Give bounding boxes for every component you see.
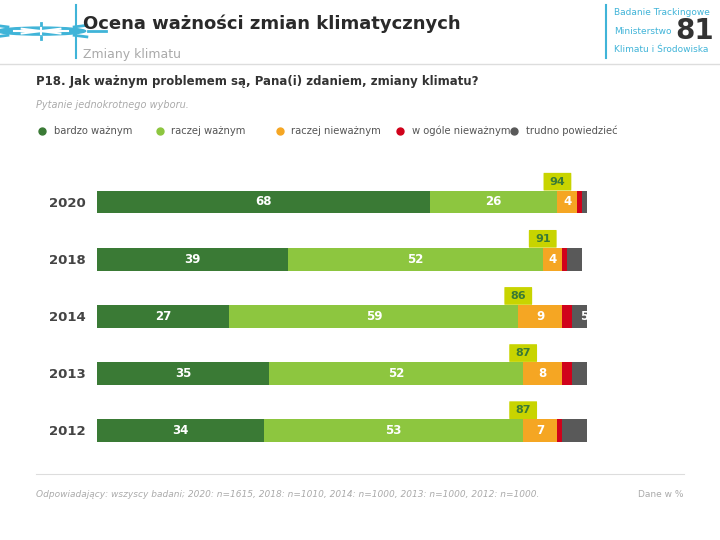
Bar bbox=[557, 419, 562, 442]
Text: 81: 81 bbox=[675, 17, 714, 45]
Bar bbox=[97, 248, 288, 271]
Text: Klimatu i Środowiska: Klimatu i Środowiska bbox=[614, 45, 708, 55]
Bar bbox=[430, 191, 557, 213]
Text: Ocena ważności zmian klimatycznych: Ocena ważności zmian klimatycznych bbox=[83, 14, 460, 33]
Circle shape bbox=[0, 27, 86, 35]
Text: 34: 34 bbox=[172, 424, 189, 437]
Bar bbox=[562, 248, 567, 271]
Text: P18. Jak ważnym problemem są, Pana(i) zdaniem, zmiany klimatu?: P18. Jak ważnym problemem są, Pana(i) zd… bbox=[36, 75, 479, 87]
Text: 26: 26 bbox=[485, 195, 502, 208]
Bar bbox=[97, 419, 264, 442]
Text: 7: 7 bbox=[536, 424, 544, 437]
FancyBboxPatch shape bbox=[544, 173, 572, 191]
Text: 94: 94 bbox=[549, 177, 565, 187]
Text: 68: 68 bbox=[256, 195, 272, 208]
Text: raczej nieważnym: raczej nieważnym bbox=[292, 126, 381, 136]
Text: Badanie Trackingowe: Badanie Trackingowe bbox=[614, 8, 710, 17]
Bar bbox=[577, 191, 582, 213]
Bar bbox=[572, 305, 597, 328]
Bar bbox=[97, 191, 430, 213]
Text: 5: 5 bbox=[580, 310, 588, 323]
Bar bbox=[572, 362, 587, 384]
Text: 52: 52 bbox=[387, 367, 404, 380]
Text: Odpowiadający: wszyscy badani; 2020: n=1615, 2018: n=1010, 2014: n=1000, 2013: n: Odpowiadający: wszyscy badani; 2020: n=1… bbox=[36, 490, 539, 499]
Bar bbox=[518, 305, 562, 328]
Bar bbox=[582, 191, 587, 213]
Text: 87: 87 bbox=[516, 348, 531, 358]
Bar bbox=[543, 248, 562, 271]
Bar bbox=[562, 419, 631, 442]
Bar bbox=[264, 419, 523, 442]
Text: Pytanie jednokrotnego wyboru.: Pytanie jednokrotnego wyboru. bbox=[36, 100, 189, 111]
Bar bbox=[523, 419, 557, 442]
Text: Zmiany klimatu: Zmiany klimatu bbox=[83, 48, 181, 61]
Bar bbox=[523, 362, 562, 384]
Text: 39: 39 bbox=[184, 253, 201, 266]
Text: 35: 35 bbox=[175, 367, 191, 380]
Text: 59: 59 bbox=[366, 310, 382, 323]
Bar bbox=[562, 305, 572, 328]
Text: Ministerstwo: Ministerstwo bbox=[614, 27, 672, 36]
Text: 9: 9 bbox=[536, 310, 544, 323]
Bar bbox=[97, 362, 269, 384]
FancyBboxPatch shape bbox=[528, 230, 557, 248]
Text: 86: 86 bbox=[510, 291, 526, 301]
Bar bbox=[230, 305, 518, 328]
Text: 4: 4 bbox=[549, 253, 557, 266]
FancyBboxPatch shape bbox=[504, 287, 532, 305]
Text: Dane w %: Dane w % bbox=[639, 490, 684, 499]
Bar bbox=[288, 248, 543, 271]
Bar bbox=[269, 362, 523, 384]
Text: 14: 14 bbox=[588, 424, 605, 437]
Text: 87: 87 bbox=[516, 405, 531, 415]
Text: raczej ważnym: raczej ważnym bbox=[171, 126, 246, 136]
Text: w ogóle nieważnym: w ogóle nieważnym bbox=[412, 126, 510, 136]
Text: bardzo ważnym: bardzo ważnym bbox=[54, 126, 132, 136]
Text: 27: 27 bbox=[156, 310, 171, 323]
FancyBboxPatch shape bbox=[509, 401, 537, 419]
Text: 53: 53 bbox=[385, 424, 402, 437]
Text: 8: 8 bbox=[539, 367, 547, 380]
Text: 4: 4 bbox=[563, 195, 572, 208]
Bar bbox=[97, 305, 230, 328]
Bar bbox=[562, 362, 572, 384]
Bar bbox=[557, 191, 577, 213]
Text: trudno powiedzieć: trudno powiedzieć bbox=[526, 126, 617, 136]
FancyBboxPatch shape bbox=[509, 344, 537, 362]
Text: 52: 52 bbox=[408, 253, 423, 266]
Text: 91: 91 bbox=[535, 234, 551, 244]
Bar bbox=[567, 248, 582, 271]
